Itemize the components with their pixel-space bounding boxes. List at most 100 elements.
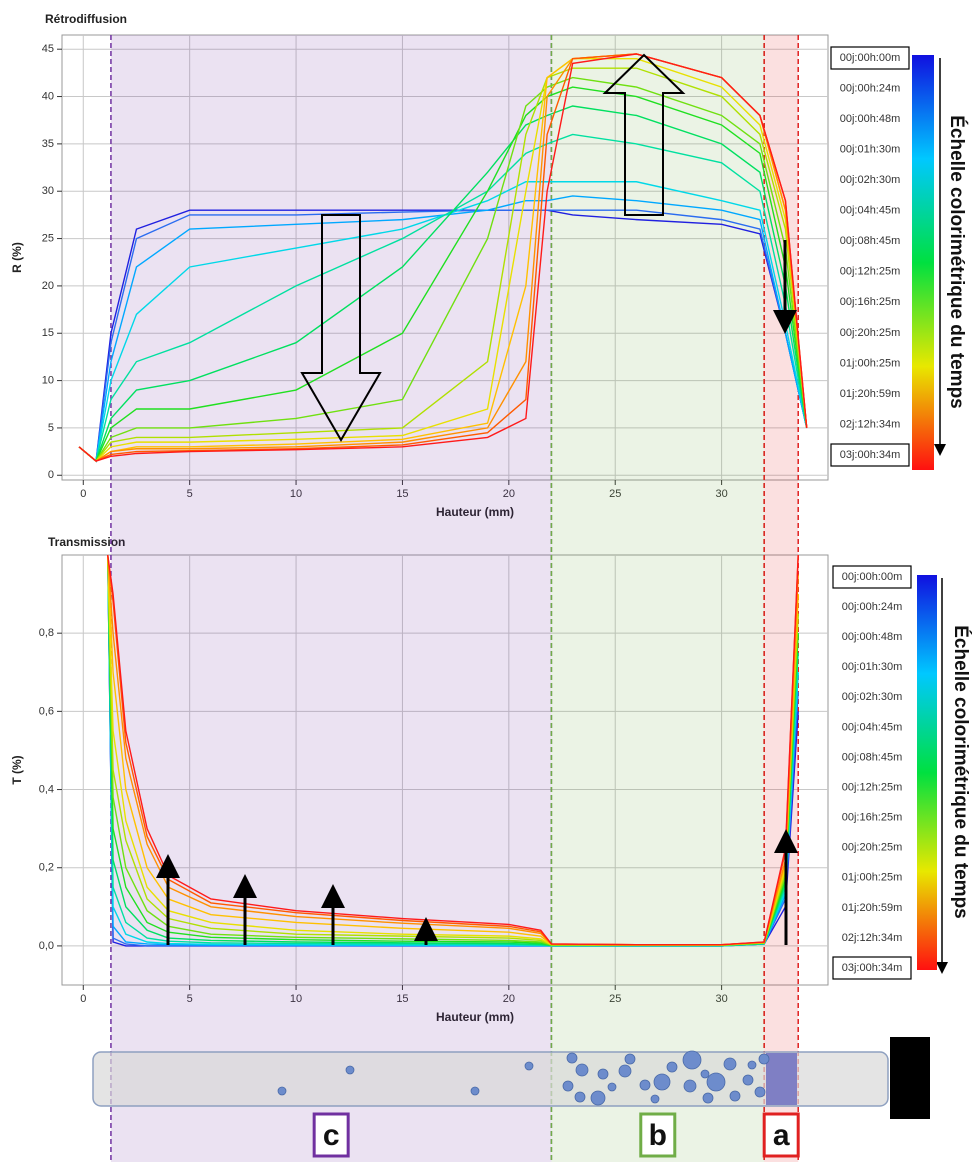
x-tick-label: 20 [503, 488, 515, 500]
zone [764, 35, 799, 1162]
x-tick-label: 30 [715, 488, 727, 500]
chart-title: Transmission [48, 535, 125, 549]
y-tick-label: 0,6 [39, 705, 54, 717]
bubbles [277, 1050, 770, 1106]
legend-label: 00j:01h:30m [842, 661, 903, 673]
y-tick-label: 25 [42, 232, 54, 244]
x-axis-label: Hauteur (mm) [436, 1010, 514, 1024]
y-tick-label: 15 [42, 327, 54, 339]
arrow-up-hollow [602, 53, 686, 216]
y-tick-label: 35 [42, 138, 54, 150]
legend-label: 00j:00h:00m [842, 571, 903, 583]
data-line [78, 105, 808, 463]
x-tick-label: 15 [396, 488, 408, 500]
legend-label: 00j:16h:25m [840, 296, 901, 308]
legend-label: 00j:00h:48m [842, 631, 903, 643]
zone-label-box [639, 1112, 677, 1158]
background-layer: Rétrodiffusion Hauteur (mm) R (%) 0 5 10 15 20 2… [10, 12, 829, 1024]
x-tick-label: 25 [609, 993, 621, 1005]
legend-label: 01j:20h:59m [842, 902, 903, 914]
x-tick-label: 5 [187, 993, 193, 1005]
legend-label: 00j:02h:30m [840, 174, 901, 186]
x-tick-label: 15 [396, 993, 408, 1005]
legend-label: 00j:01h:30m [840, 144, 901, 156]
y-tick-label: 10 [42, 374, 54, 386]
chart-layer: 00j:00h:00m 00j:00h:24m 00j:00h:48m 00j:01h… [78, 46, 972, 1158]
x-tick-label: 20 [503, 993, 515, 1005]
arrow-down-hollow [300, 214, 382, 442]
tube-cap [890, 1037, 930, 1119]
zone-layer [110, 35, 799, 1162]
legend-label: 00j:00h:24m [840, 82, 901, 94]
legend-label: 00j:00h:48m [840, 113, 901, 125]
data-line [107, 554, 799, 946]
annotations [156, 53, 948, 974]
legend-label: 00j:04h:45m [840, 205, 901, 217]
legend-label: 03j:00h:34m [842, 962, 903, 974]
y-axis-label: R (%) [10, 242, 24, 273]
data-line [78, 209, 808, 463]
y-tick-label: 0,8 [39, 627, 54, 639]
tube-diagram [92, 1037, 930, 1119]
legend-label: 00j:20h:25m [842, 842, 903, 854]
zone [551, 35, 765, 1162]
y-tick-label: 45 [42, 43, 54, 55]
y-tick-label: 0,4 [39, 783, 54, 795]
data-line [78, 181, 808, 463]
legend-label: 00j:08h:45m [840, 235, 901, 247]
legend-label: 01j:20h:59m [840, 388, 901, 400]
colorbar [917, 575, 937, 970]
zone-label-box [312, 1112, 350, 1158]
legend-label: 00j:00h:00m [840, 52, 901, 64]
legend-label: 01j:00h:25m [842, 872, 903, 884]
x-tick-label: 10 [290, 993, 302, 1005]
legend-label: 03j:00h:34m [840, 449, 901, 461]
legend-label: 00j:00h:24m [842, 601, 903, 613]
cream-layer [766, 1053, 797, 1105]
legend-label: 02j:12h:34m [840, 418, 901, 430]
legend-box [832, 956, 912, 980]
data-line [78, 57, 808, 463]
zone [110, 35, 552, 1162]
chart-title: Rétrodiffusion [45, 12, 127, 26]
x-tick-label: 0 [80, 488, 86, 500]
data-line [78, 53, 808, 462]
x-tick-label: 10 [290, 488, 302, 500]
y-tick-label: 20 [42, 280, 54, 292]
legend-box [830, 46, 910, 70]
legend-label: 00j:16h:25m [842, 812, 903, 824]
data-line [78, 195, 808, 463]
data-line [78, 67, 808, 463]
colorbar [912, 55, 934, 470]
colorbar-label: Échelle colorimétrique du temps [950, 625, 972, 919]
y-tick-label: 40 [42, 90, 54, 102]
legend-label: 02j:12h:34m [842, 932, 903, 944]
x-tick-label: 30 [715, 993, 727, 1005]
zone-label: b [649, 1119, 667, 1152]
x-tick-label: 5 [187, 488, 193, 500]
legend-box [832, 565, 912, 589]
legend-label: 01j:00h:25m [840, 357, 901, 369]
y-tick-label: 5 [48, 422, 54, 434]
zone-label: c [323, 1119, 340, 1152]
x-axis-label: Hauteur (mm) [436, 505, 514, 519]
legend-label: 00j:04h:45m [842, 721, 903, 733]
x-tick-label: 0 [80, 993, 86, 1005]
legend-label: 00j:12h:25m [840, 266, 901, 278]
data-line [78, 76, 808, 463]
legend-label: 00j:20h:25m [840, 327, 901, 339]
legend-label: 00j:08h:45m [842, 751, 903, 763]
y-axis-label: T (%) [10, 755, 24, 784]
colorbar-label: Échelle colorimétrique du temps [946, 115, 968, 409]
legend-label: 00j:02h:30m [842, 691, 903, 703]
y-tick-label: 0,2 [39, 862, 54, 874]
legend-box [830, 443, 910, 467]
zone-label: a [773, 1119, 790, 1152]
zone-label-box [762, 1112, 800, 1158]
y-tick-label: 0 [48, 469, 54, 481]
y-tick-label: 0,0 [39, 940, 54, 952]
y-tick-label: 30 [42, 185, 54, 197]
legend-label: 00j:12h:25m [842, 781, 903, 793]
x-tick-label: 25 [609, 488, 621, 500]
